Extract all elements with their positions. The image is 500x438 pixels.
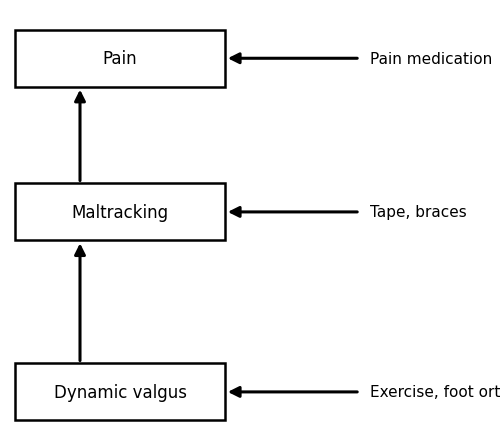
FancyBboxPatch shape — [15, 184, 225, 241]
FancyBboxPatch shape — [15, 364, 225, 420]
Text: Dynamic valgus: Dynamic valgus — [54, 383, 186, 401]
FancyBboxPatch shape — [15, 31, 225, 88]
Text: Tape, braces: Tape, braces — [370, 205, 467, 220]
Text: Pain: Pain — [102, 50, 138, 68]
Text: Exercise, foot orthotics: Exercise, foot orthotics — [370, 385, 500, 399]
Text: Pain medication: Pain medication — [370, 52, 492, 67]
Text: Maltracking: Maltracking — [72, 203, 168, 222]
